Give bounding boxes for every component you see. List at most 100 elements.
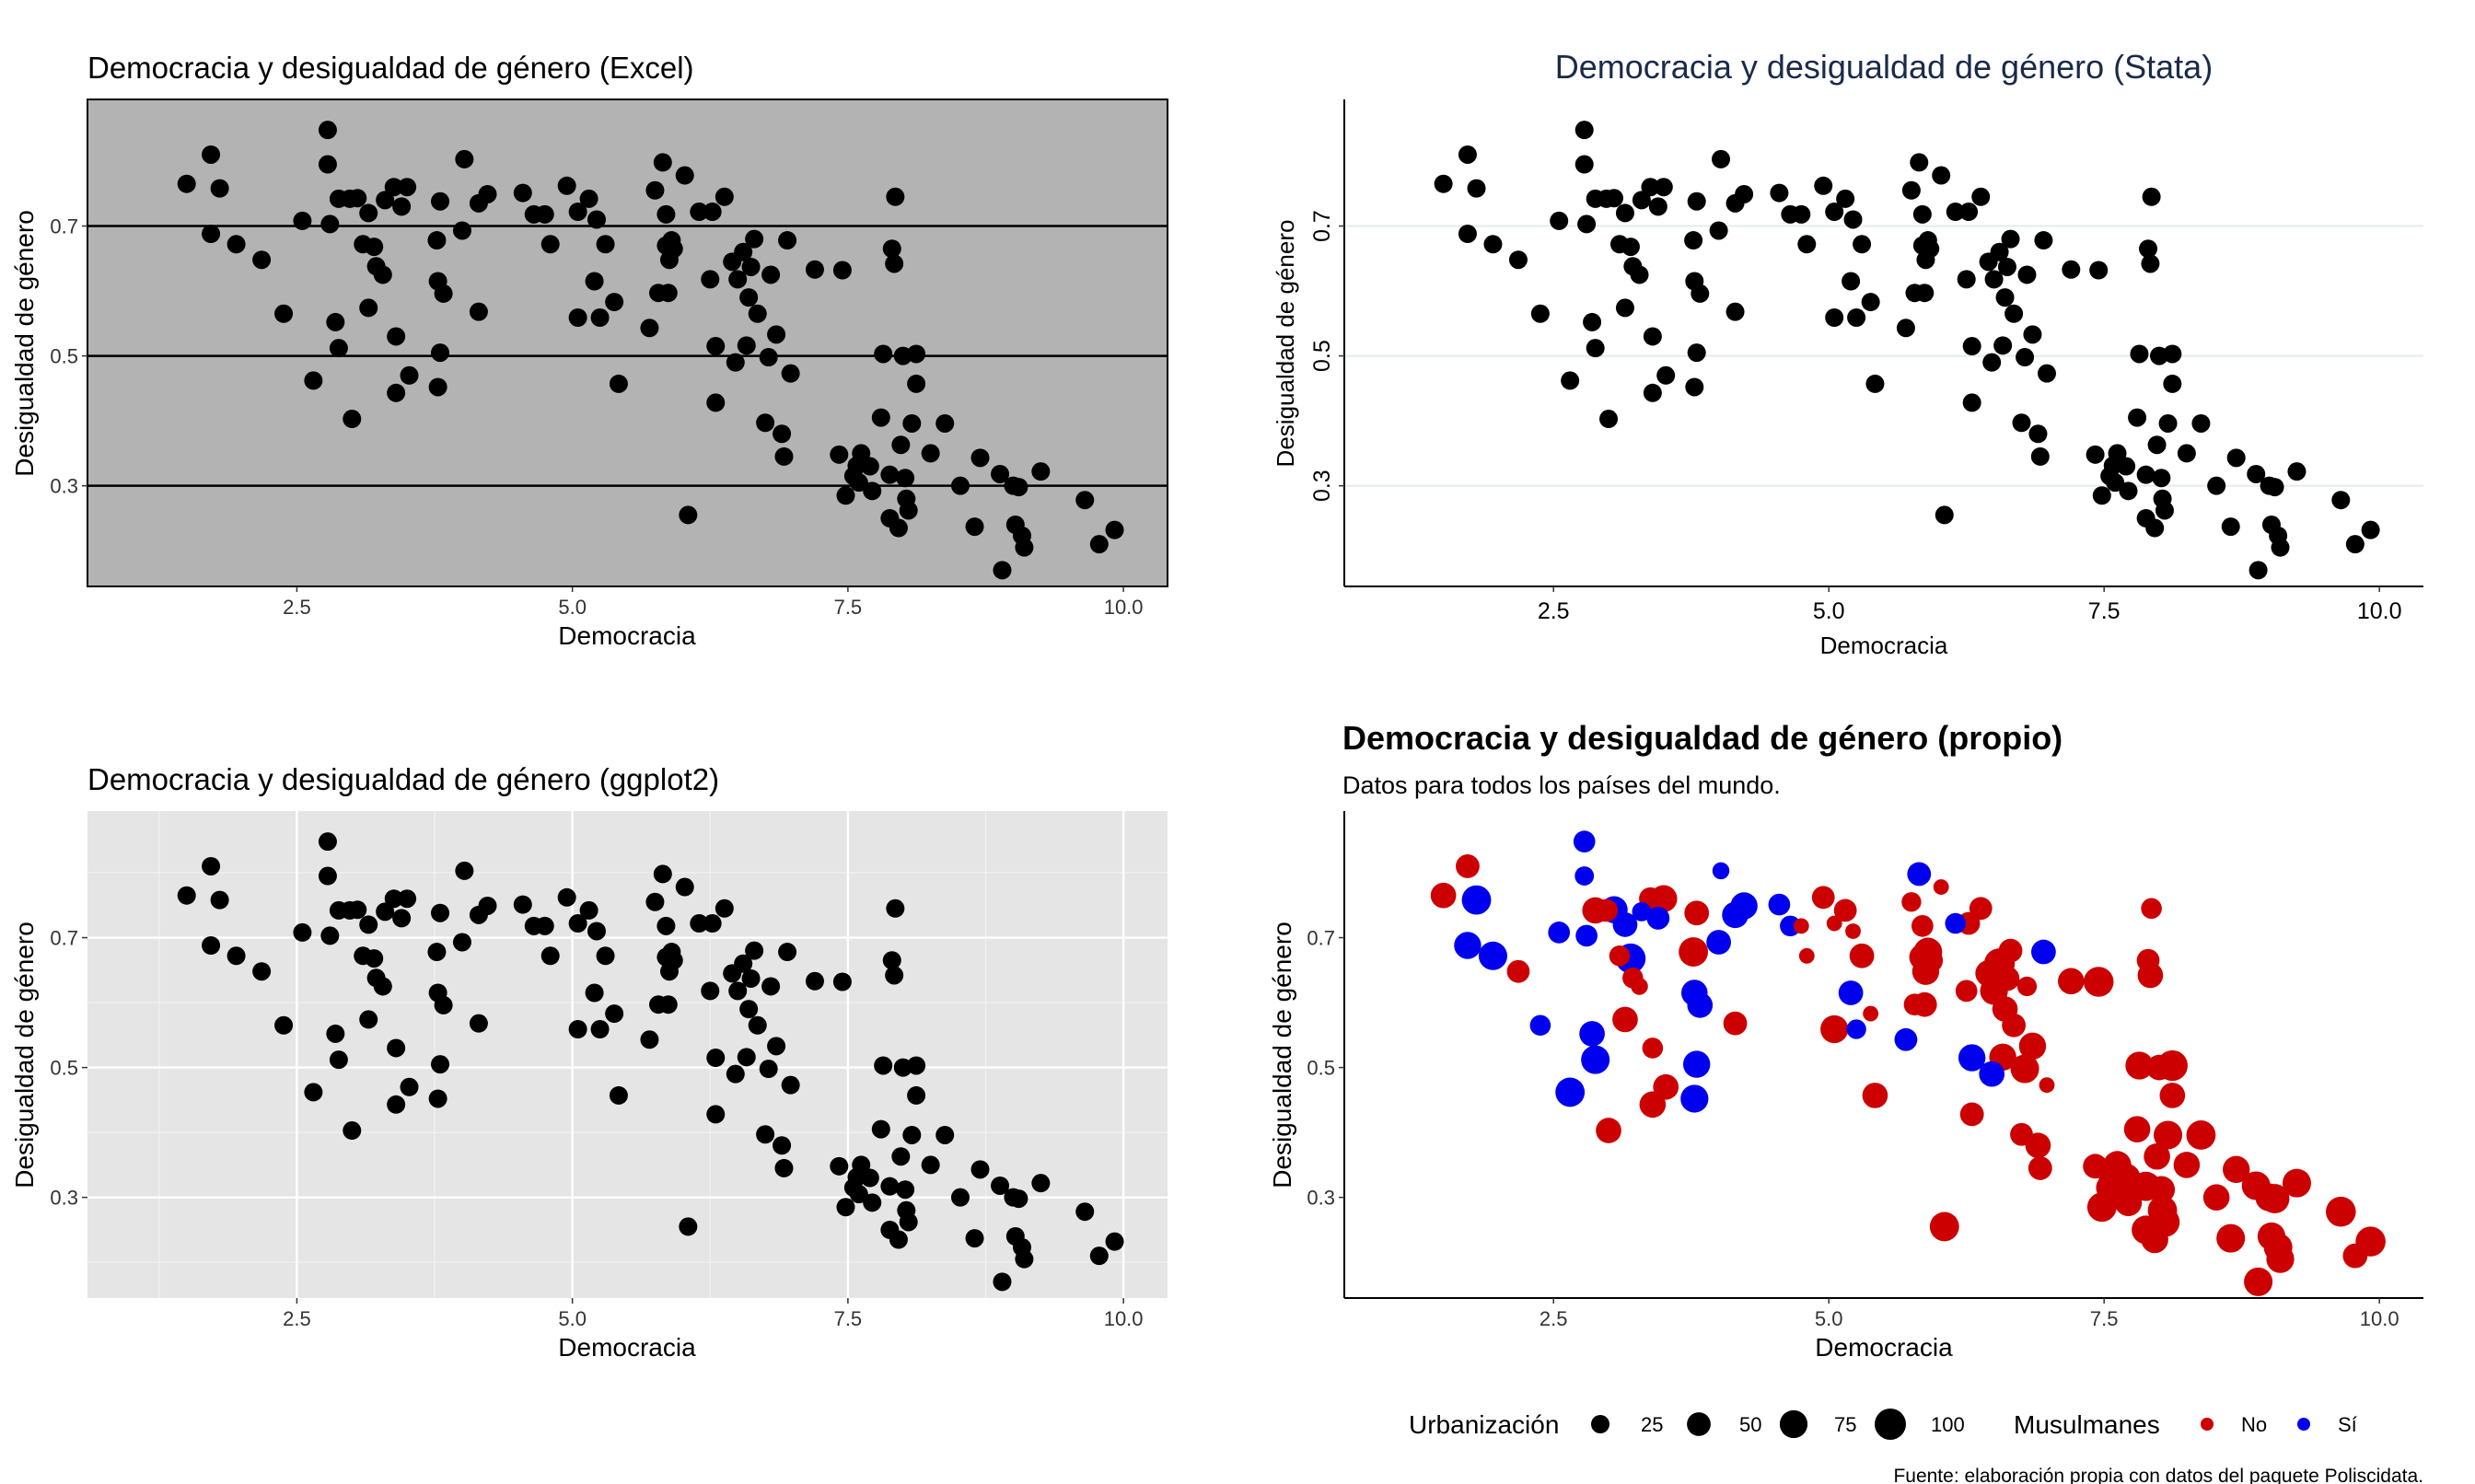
scatter-point [664,951,683,970]
scatter-point [343,410,362,429]
scatter-point [587,922,606,941]
scatter-point [2147,1195,2178,1225]
scatter-point [1712,862,1730,880]
scatter-point [899,1212,918,1232]
scatter-point [2141,898,2162,920]
scatter-point [434,284,453,303]
scatter-point [1861,293,1880,312]
scatter-point [202,936,221,956]
scatter-point [891,435,911,455]
gridlines-ggplot2 [87,811,1168,1298]
scatter-point [1962,393,1981,412]
scatter-point [318,866,337,886]
scatter-point [1456,854,1480,878]
scatter-point [2086,445,2105,464]
scatter-point [1915,284,1935,303]
scatter-point [882,239,901,259]
scatter-point [1792,204,1811,224]
scatter-point [1845,923,1861,939]
scatter-point [653,153,672,172]
scatter-point [2117,457,2136,476]
scatter-point [2023,325,2042,344]
scatter-point [1529,1014,1551,1037]
scatter-point [304,371,323,390]
scatter-point [320,926,340,945]
scatter-point [609,374,628,393]
scatter-point [703,914,722,933]
scatter-point [1853,235,1872,254]
scatter-point [274,304,294,323]
panel-stata: Democracia y desigualdad de género (Stat… [1272,48,2423,659]
scatter-point [756,1125,775,1144]
scatter-point [590,1019,610,1038]
scatter-point [745,941,764,960]
scatter-point [1643,327,1662,346]
scatter-point [387,327,406,346]
scatter-point [227,946,246,966]
scatter-point [950,1188,970,1207]
scatter-point [706,393,726,412]
scatter-point [921,1155,940,1175]
scatter-point [1548,922,1571,944]
scatter-point [1632,901,1652,922]
scatter-point [227,235,246,254]
scatter-point [540,946,560,966]
scatter-point [2028,1156,2052,1180]
x-tick-label: 10.0 [2357,598,2402,624]
scatter-point [675,877,694,897]
scatter-point [1793,918,1809,934]
scatter-point [1903,993,1926,1016]
scatter-point [1959,203,1979,222]
x-tick-label: 5.0 [1813,598,1845,624]
scatter-point [384,178,403,197]
scatter-point [1971,187,1991,206]
panel-excel: Democracia y desigualdad de género (Exce… [10,51,1168,650]
scatter-point [761,977,781,996]
x-axis-title-propio: Democracia [1815,1333,1953,1362]
scatter-point [202,856,221,875]
gridlines-stata [1344,225,2423,487]
scatter-point [852,444,871,463]
scatter-point [398,889,417,909]
scatter-point [728,981,748,1001]
scatter-point [756,413,775,433]
scatter-point [935,1125,955,1144]
scatter-point [653,864,672,884]
scatter-point [2010,1122,2033,1146]
scatter-point [748,1015,767,1035]
scatter-point [1798,947,1815,964]
scatter-point [2222,1155,2250,1184]
scatter-point [2017,265,2037,284]
scatter-point [2271,538,2290,557]
scatter-point [1575,924,1598,947]
scatter-point [701,270,720,289]
scatter-point [2016,976,2038,997]
scatter-point [2108,444,2127,463]
scatter-point [880,1177,900,1196]
scatter-point [1641,178,1660,197]
legend-size-label: 100 [1931,1413,1965,1436]
scatter-point [741,968,761,988]
scatter-point [398,178,417,197]
scatter-point [2257,1222,2286,1251]
scatter-point [400,365,419,385]
scatter-point [2146,1054,2172,1081]
scatter-point [2083,967,2114,997]
scatter-point [605,1004,624,1024]
scatter-point [326,1024,345,1043]
scatter-point [1712,149,1731,168]
scatter-point [609,1085,628,1105]
scatter-point [1621,238,1640,257]
scatter-point [1709,221,1728,240]
scatter-point [874,344,893,364]
scatter-point [2147,1176,2176,1203]
scatter-point [1958,1044,1986,1072]
scatter-point [1945,912,1967,934]
scatter-point [177,886,196,905]
scatter-point [832,261,852,280]
scatter-point [579,900,598,920]
scatter-point [805,260,824,279]
scatter-point [568,203,587,222]
scatter-point [326,312,345,331]
scatter-point [202,145,221,164]
